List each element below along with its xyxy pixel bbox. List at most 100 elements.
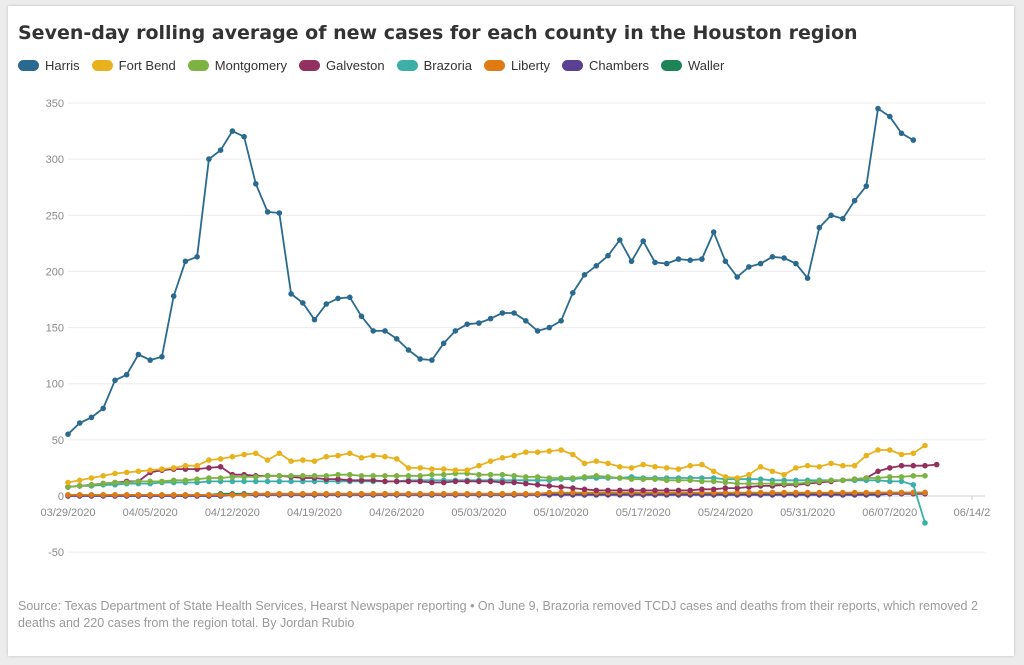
data-point-harris: [652, 259, 658, 266]
data-point-montgomery: [382, 473, 388, 479]
data-point-fort-bend: [217, 456, 224, 462]
data-point-galveston: [570, 485, 576, 491]
data-point-montgomery: [851, 476, 858, 483]
data-point-harris: [675, 256, 682, 262]
legend-item-liberty[interactable]: Liberty: [483, 58, 550, 73]
data-point-galveston: [393, 478, 400, 485]
data-point-liberty: [65, 492, 71, 498]
data-point-montgomery: [769, 480, 776, 487]
data-point-harris: [663, 260, 670, 267]
data-point-liberty: [311, 491, 318, 497]
data-point-harris: [910, 137, 917, 143]
data-point-liberty: [229, 492, 236, 498]
data-point-harris: [182, 258, 189, 265]
legend-swatch: [483, 60, 505, 71]
data-point-galveston: [358, 477, 365, 484]
legend-item-montgomery[interactable]: Montgomery: [187, 58, 287, 73]
data-point-fort-bend: [851, 462, 858, 469]
data-point-liberty: [828, 489, 834, 496]
data-point-montgomery: [828, 477, 834, 484]
x-tick-label: 05/31/2020: [780, 507, 835, 519]
data-point-liberty: [253, 491, 259, 497]
legend-label: Waller: [687, 58, 725, 73]
legend-item-waller[interactable]: Waller: [660, 58, 725, 73]
data-point-montgomery: [757, 480, 764, 487]
data-point-harris: [534, 328, 541, 334]
data-point-liberty: [347, 491, 353, 497]
data-point-liberty: [241, 492, 247, 498]
data-point-montgomery: [922, 473, 928, 479]
data-point-galveston: [581, 486, 588, 493]
data-point-brazoria: [253, 478, 259, 485]
data-point-fort-bend: [276, 450, 283, 457]
data-point-montgomery: [570, 475, 576, 481]
data-point-harris: [828, 212, 834, 219]
data-point-fort-bend: [628, 465, 635, 471]
data-point-fort-bend: [335, 452, 341, 459]
data-point-harris: [722, 258, 729, 265]
data-point-harris: [464, 321, 471, 328]
data-point-fort-bend: [206, 457, 212, 463]
data-point-harris: [546, 324, 553, 331]
data-point-montgomery: [863, 475, 870, 481]
data-point-fort-bend: [840, 462, 846, 469]
data-point-montgomery: [347, 471, 353, 478]
data-point-brazoria: [229, 478, 236, 485]
data-point-harris: [370, 328, 377, 334]
data-point-fort-bend: [159, 466, 165, 472]
y-tick-label: 300: [46, 154, 64, 166]
y-tick-label: 50: [52, 435, 64, 447]
data-point-harris: [159, 354, 165, 360]
data-point-liberty: [417, 491, 424, 497]
data-point-harris: [65, 431, 71, 438]
legend-item-chambers[interactable]: Chambers: [562, 58, 649, 73]
data-point-montgomery: [65, 484, 71, 490]
data-point-liberty: [217, 492, 224, 498]
data-point-brazoria: [910, 482, 917, 488]
data-point-harris: [206, 156, 212, 162]
data-point-harris: [135, 351, 142, 358]
legend-item-brazoria[interactable]: Brazoria: [396, 58, 472, 73]
data-point-montgomery: [159, 478, 165, 485]
data-point-fort-bend: [241, 451, 247, 458]
data-point-liberty: [816, 489, 823, 496]
data-point-montgomery: [910, 473, 917, 479]
data-point-montgomery: [182, 477, 189, 484]
legend-swatch: [396, 60, 418, 71]
data-point-galveston: [382, 478, 388, 485]
data-point-liberty: [393, 491, 400, 497]
legend-item-harris[interactable]: Harris: [18, 58, 80, 73]
legend-item-galveston[interactable]: Galveston: [299, 58, 385, 73]
data-point-fort-bend: [253, 450, 259, 457]
data-point-liberty: [206, 492, 212, 498]
x-tick-label: 04/26/2020: [369, 507, 424, 519]
legend-item-fort-bend[interactable]: Fort Bend: [91, 58, 176, 73]
data-point-galveston: [687, 487, 693, 494]
data-point-montgomery: [652, 476, 658, 483]
data-point-galveston: [887, 465, 893, 471]
data-point-fort-bend: [922, 442, 928, 449]
data-point-montgomery: [523, 474, 529, 480]
data-point-montgomery: [76, 483, 83, 489]
data-point-montgomery: [746, 480, 752, 487]
legend-label: Galveston: [326, 58, 385, 73]
data-point-galveston: [335, 476, 341, 483]
data-point-harris: [288, 291, 294, 297]
y-tick-label: -50: [48, 547, 64, 559]
data-point-liberty: [112, 492, 118, 498]
data-point-montgomery: [194, 476, 200, 483]
legend-swatch: [91, 60, 113, 71]
data-point-liberty: [370, 491, 377, 497]
data-point-montgomery: [617, 475, 623, 481]
data-point-liberty: [769, 489, 776, 496]
data-point-harris: [523, 318, 529, 324]
data-point-galveston: [523, 480, 529, 487]
data-point-fort-bend: [687, 462, 693, 469]
data-point-liberty: [429, 491, 435, 497]
data-point-harris: [628, 258, 635, 265]
data-point-montgomery: [335, 471, 341, 478]
data-point-fort-bend: [663, 465, 670, 471]
source-note: Source: Texas Department of State Health…: [18, 599, 978, 630]
data-point-fort-bend: [769, 468, 776, 475]
